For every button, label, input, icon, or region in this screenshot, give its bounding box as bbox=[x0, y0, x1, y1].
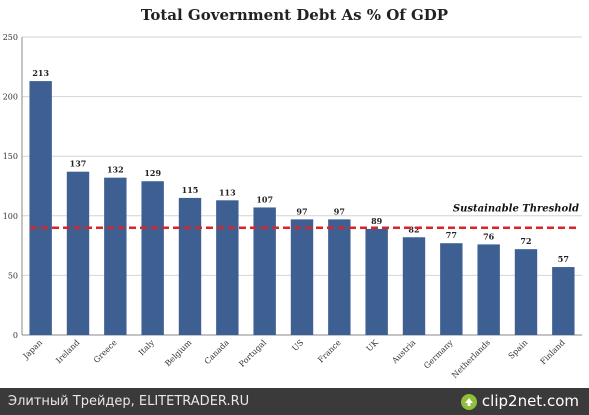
data-label: 77 bbox=[446, 230, 457, 240]
data-label: 113 bbox=[219, 187, 236, 197]
category-label: Germany bbox=[422, 338, 455, 371]
bar bbox=[178, 197, 202, 335]
category-label: Spain bbox=[507, 338, 530, 361]
bar bbox=[514, 249, 538, 335]
y-tick-label: 50 bbox=[8, 271, 18, 280]
category-label: Portugal bbox=[237, 338, 268, 369]
data-label: 72 bbox=[520, 236, 531, 246]
bar bbox=[216, 200, 239, 335]
bar bbox=[104, 177, 127, 335]
bar bbox=[290, 219, 314, 335]
threshold-label: Sustainable Threshold bbox=[453, 204, 579, 215]
category-label: Netherlands bbox=[450, 338, 492, 380]
footer-text: Элитный Трейдер, ELITETRADER.RU bbox=[8, 394, 250, 409]
chart-frame: Total Government Debt As % Of GDP 0 50 100… bbox=[2, 6, 582, 381]
category-label: Japan bbox=[21, 338, 44, 361]
y-tick-label: 100 bbox=[3, 212, 18, 221]
data-label: 97 bbox=[334, 206, 345, 216]
data-label: 137 bbox=[70, 159, 87, 169]
clip2net-logo: clip2net.com bbox=[460, 391, 579, 412]
data-label: 213 bbox=[32, 68, 49, 78]
bar bbox=[328, 219, 351, 335]
bar bbox=[402, 237, 426, 335]
category-label: Finland bbox=[539, 338, 567, 366]
data-label: 115 bbox=[182, 185, 199, 195]
bar bbox=[440, 243, 463, 335]
bar bbox=[552, 267, 575, 335]
data-label: 129 bbox=[144, 168, 161, 178]
category-label: Italy bbox=[137, 338, 157, 358]
category-label: US bbox=[290, 338, 305, 353]
category-label: UK bbox=[365, 337, 381, 353]
y-tick-label: 0 bbox=[13, 331, 18, 340]
watermark-footer: Элитный Трейдер, ELITETRADER.RU clip2net… bbox=[0, 388, 589, 415]
bar bbox=[477, 244, 500, 335]
data-label: 76 bbox=[483, 231, 495, 241]
y-tick-label: 250 bbox=[3, 33, 18, 42]
data-label: 89 bbox=[371, 216, 383, 226]
data-label: 82 bbox=[408, 224, 419, 234]
category-label: Belgium bbox=[163, 338, 193, 368]
y-tick-label: 150 bbox=[3, 152, 18, 161]
data-label: 132 bbox=[107, 165, 124, 175]
data-label: 57 bbox=[558, 254, 569, 264]
data-label: 107 bbox=[256, 194, 273, 204]
bar-chart: 0 50 100 150 200 250 213 Japan 137 Ireland 132 Gree… bbox=[3, 33, 582, 380]
bar bbox=[141, 181, 164, 335]
bar bbox=[365, 228, 388, 335]
category-label: Greece bbox=[92, 338, 119, 365]
category-label: France bbox=[316, 338, 343, 365]
data-label: 97 bbox=[296, 206, 307, 216]
y-tick-label: 200 bbox=[3, 93, 18, 102]
category-label: Austria bbox=[390, 338, 418, 366]
bar bbox=[253, 207, 276, 335]
chart-title: Total Government Debt As % Of GDP bbox=[140, 6, 449, 24]
category-label: Canada bbox=[203, 338, 231, 366]
logo-text: clip2net.com bbox=[481, 392, 579, 410]
category-label: Ireland bbox=[54, 338, 81, 365]
clip2net-icon bbox=[460, 393, 477, 410]
bar bbox=[29, 81, 52, 335]
bar bbox=[66, 171, 90, 335]
